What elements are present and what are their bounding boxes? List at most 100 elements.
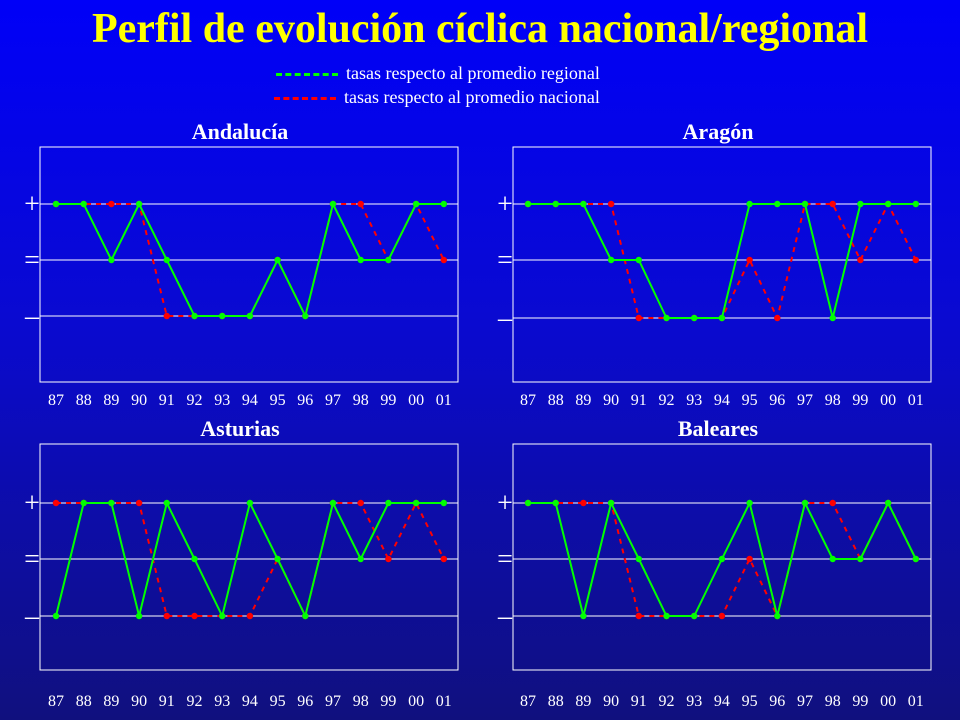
data-point-nacional: [746, 555, 753, 563]
data-point-nacional: [440, 555, 447, 563]
legend-swatch-regional: [276, 73, 338, 77]
panel-title-andalucia: Andalucía: [191, 119, 289, 144]
x-tick-label: 99: [380, 392, 396, 409]
data-point-regional: [801, 200, 809, 208]
data-point-regional: [52, 200, 60, 208]
x-tick-label: 94: [714, 392, 730, 409]
data-point-regional: [246, 312, 254, 320]
data-point-regional: [302, 612, 309, 620]
data-point-regional: [884, 200, 892, 208]
data-point-regional: [219, 312, 226, 320]
x-tick-label: 94: [714, 693, 730, 710]
data-point-regional: [552, 200, 559, 208]
x-tick-label: 00: [880, 392, 896, 409]
data-point-regional: [412, 499, 420, 507]
data-point-regional: [884, 499, 892, 507]
y-level-label: =: [497, 544, 513, 575]
plot-frame: [39, 443, 459, 671]
data-point-regional: [691, 612, 698, 620]
data-point-regional: [329, 499, 337, 507]
x-tick-label: 98: [353, 392, 369, 409]
data-point-nacional: [635, 314, 642, 322]
data-point-regional: [163, 256, 170, 264]
x-tick-label: 93: [686, 693, 702, 710]
x-tick-label: 89: [103, 392, 119, 409]
data-point-regional: [718, 314, 726, 322]
data-point-regional: [135, 200, 143, 208]
data-point-regional: [912, 200, 919, 208]
x-tick-label: 98: [825, 693, 841, 710]
panel-title-aragon: Aragón: [682, 119, 754, 144]
x-tick-label: 90: [603, 392, 619, 409]
data-point-regional: [746, 200, 753, 208]
y-level-label: =: [24, 544, 40, 575]
x-tick-label: 93: [686, 392, 702, 409]
data-point-regional: [274, 256, 281, 264]
data-point-regional: [412, 200, 420, 208]
data-point-regional: [663, 314, 670, 322]
x-tick-label: 93: [214, 693, 230, 710]
x-tick-label: 97: [797, 693, 813, 710]
x-tick-label: 91: [631, 392, 647, 409]
data-point-regional: [440, 200, 447, 208]
data-point-regional: [329, 200, 337, 208]
x-tick-label: 89: [575, 392, 591, 409]
data-point-regional: [524, 499, 532, 507]
y-level-label: +: [497, 488, 513, 519]
x-tick-label: 91: [159, 392, 175, 409]
chart-asturias: + = – 87 88 89 90 91 92 93 94 95 96 97 98 99 00 01: [24, 443, 459, 710]
x-tick-label: 97: [325, 392, 341, 409]
x-tick-label: 90: [131, 392, 147, 409]
y-level-label: +: [24, 189, 40, 220]
data-point-regional: [607, 499, 615, 507]
legend-swatch-nacional: [274, 97, 336, 101]
x-tick-label: 99: [852, 693, 868, 710]
plot-frame: [512, 443, 932, 671]
data-point-regional: [191, 555, 198, 563]
plot-frame: [512, 146, 932, 383]
x-tick-label: 01: [908, 392, 924, 409]
x-tick-label: 92: [187, 392, 203, 409]
x-tick-label: 91: [631, 693, 647, 710]
data-point-regional: [274, 555, 281, 563]
data-point-nacional: [357, 499, 364, 507]
y-level-label: =: [497, 245, 513, 276]
data-point-nacional: [857, 256, 864, 264]
data-point-regional: [912, 555, 919, 563]
data-point-regional: [108, 256, 115, 264]
data-point-regional: [663, 612, 670, 620]
data-point-regional: [829, 555, 836, 563]
data-point-regional: [385, 256, 392, 264]
data-point-regional: [135, 612, 143, 620]
x-tick-label: 88: [76, 392, 92, 409]
data-point-nacional: [829, 499, 836, 507]
data-point-regional: [774, 200, 781, 208]
x-tick-label: 98: [353, 693, 369, 710]
x-tick-label: 00: [408, 392, 424, 409]
data-point-regional: [80, 499, 87, 507]
data-point-nacional: [52, 499, 60, 507]
x-tick-label: 00: [880, 693, 896, 710]
data-point-nacional: [607, 200, 615, 208]
data-point-nacional: [829, 200, 836, 208]
x-tick-label: 95: [270, 392, 286, 409]
data-point-regional: [801, 499, 809, 507]
x-tick-label: 92: [187, 693, 203, 710]
x-tick-label: 94: [242, 693, 258, 710]
data-point-nacional: [163, 612, 170, 620]
data-point-regional: [385, 499, 392, 507]
x-tick-label: 01: [436, 693, 452, 710]
data-point-regional: [440, 499, 447, 507]
x-tick-label: 87: [520, 392, 536, 409]
y-level-label: –: [24, 301, 40, 332]
y-level-label: –: [24, 601, 40, 632]
x-tick-label: 92: [659, 392, 675, 409]
data-point-regional: [163, 499, 170, 507]
x-tick-label: 01: [436, 392, 452, 409]
x-tick-label: 96: [297, 693, 313, 710]
y-level-label: –: [497, 303, 513, 334]
data-point-nacional: [774, 314, 781, 322]
x-tick-label: 88: [548, 392, 564, 409]
y-level-label: =: [24, 245, 40, 276]
legend-label-regional: tasas respecto al promedio regional: [346, 63, 600, 83]
